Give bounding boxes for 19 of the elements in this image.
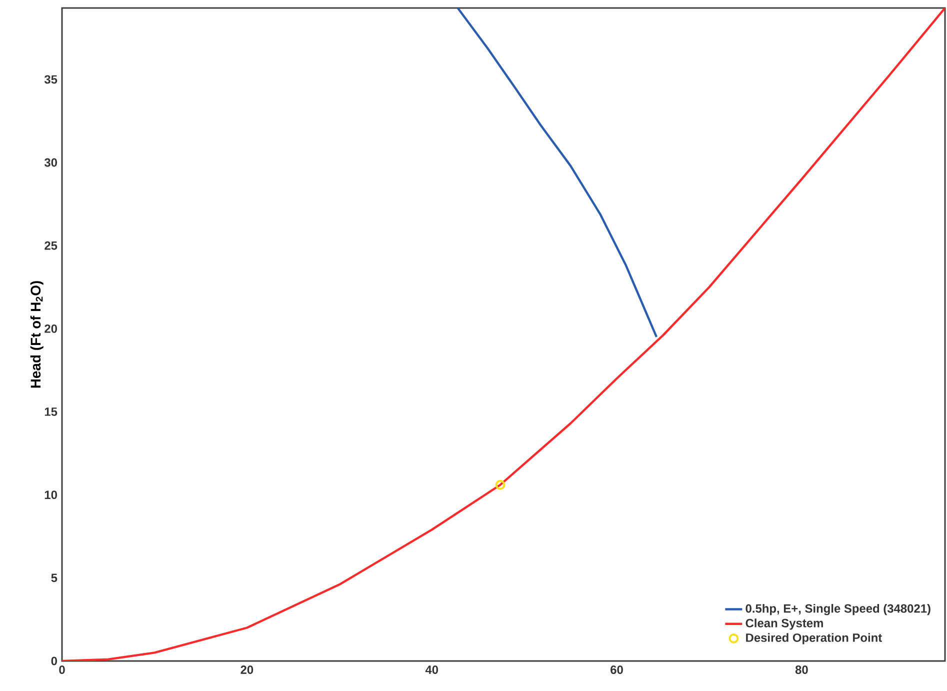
legend-label: 0.5hp, E+, Single Speed (348021) bbox=[746, 604, 930, 616]
legend-label: Desired Operation Point bbox=[746, 633, 882, 644]
legend-label: Clean System bbox=[746, 618, 823, 630]
x-tick-label: 60 bbox=[610, 666, 623, 674]
y-tick-label: 10 bbox=[44, 490, 57, 500]
line-series bbox=[62, 8, 946, 661]
y-tick-label: 20 bbox=[44, 324, 57, 333]
y-tick-label: 0 bbox=[51, 656, 57, 666]
y-tick-label: 35 bbox=[44, 75, 58, 84]
y-tick-label: 30 bbox=[44, 158, 57, 167]
x-tick-label: 40 bbox=[425, 666, 438, 674]
line-series bbox=[456, 8, 658, 338]
y-tick-label: 25 bbox=[44, 241, 58, 250]
y-tick-label: 5 bbox=[51, 574, 58, 582]
x-tick-label: 80 bbox=[795, 666, 808, 674]
y-axis-title: Head (Ft of H$_{2}$O) bbox=[30, 281, 44, 388]
x-tick-label: 0 bbox=[59, 666, 65, 674]
x-tick-label: 20 bbox=[240, 666, 254, 674]
y-tick-label: 15 bbox=[44, 408, 58, 416]
